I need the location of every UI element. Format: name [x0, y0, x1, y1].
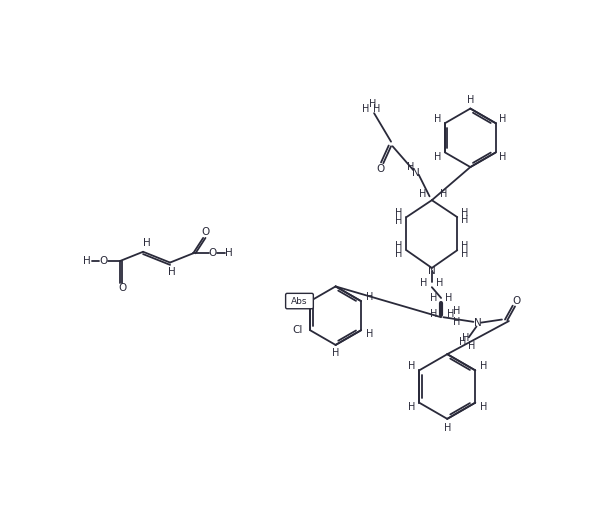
Text: Abs: Abs [291, 297, 308, 306]
FancyBboxPatch shape [286, 294, 314, 309]
Text: N: N [428, 266, 435, 276]
Text: H: H [419, 189, 426, 199]
Text: H: H [436, 278, 443, 288]
Text: H: H [445, 293, 452, 303]
Text: O: O [202, 227, 209, 237]
Text: H: H [395, 249, 403, 259]
Text: H: H [225, 248, 233, 258]
Text: H: H [167, 267, 175, 277]
Text: H: H [407, 402, 415, 412]
Text: H: H [373, 104, 381, 114]
Text: H: H [479, 402, 487, 412]
Text: H: H [407, 361, 415, 371]
Text: N: N [474, 318, 482, 328]
Text: Cl: Cl [293, 325, 303, 335]
Text: H: H [332, 348, 339, 358]
Text: H: H [143, 238, 151, 248]
Text: O: O [99, 256, 107, 266]
Text: H: H [453, 306, 460, 316]
Text: H: H [440, 189, 447, 199]
Text: H: H [443, 423, 451, 433]
Text: H: H [369, 99, 376, 109]
Text: H: H [466, 95, 474, 105]
Text: H: H [434, 114, 442, 124]
Text: O: O [512, 296, 521, 306]
Text: H: H [461, 208, 469, 218]
Text: H: H [461, 215, 469, 225]
Text: O: O [208, 248, 217, 258]
Text: H: H [479, 361, 487, 371]
Text: H: H [461, 241, 469, 251]
Text: H: H [395, 208, 403, 218]
Text: H: H [395, 216, 403, 226]
Text: H: H [434, 151, 442, 161]
Text: H: H [499, 114, 507, 124]
Text: O: O [376, 164, 384, 174]
Text: O: O [118, 283, 127, 293]
Text: H: H [83, 256, 91, 266]
Text: H: H [407, 162, 415, 172]
Text: H: H [430, 309, 437, 319]
Text: H: H [468, 341, 476, 351]
Text: H: H [446, 309, 454, 319]
Text: H: H [459, 337, 466, 347]
Text: H: H [362, 104, 369, 114]
Text: H: H [461, 249, 469, 259]
Text: H: H [420, 278, 428, 288]
Text: H: H [395, 241, 403, 251]
Text: H: H [462, 333, 470, 343]
Text: H: H [453, 317, 460, 327]
Text: H: H [430, 293, 437, 303]
Text: H: H [366, 329, 373, 339]
Text: H: H [499, 151, 507, 161]
Text: H: H [366, 292, 373, 302]
Text: N: N [412, 168, 420, 178]
